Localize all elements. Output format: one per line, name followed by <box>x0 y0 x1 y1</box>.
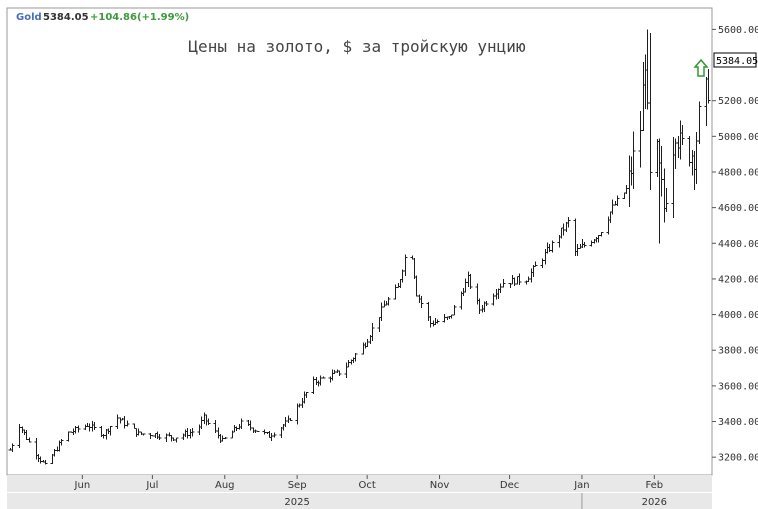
y-tick-label: 3400.00 <box>718 417 758 428</box>
ohlc-bar <box>353 353 358 362</box>
month-label: Dec <box>500 480 519 491</box>
legend-change: +104.86(+1.99%) <box>90 12 189 23</box>
ohlc-bar <box>370 323 375 341</box>
ohlc-bar <box>566 217 571 228</box>
y-tick-label: 3200.00 <box>718 453 758 464</box>
month-label: Aug <box>215 480 235 491</box>
ohlc-bar <box>239 418 244 429</box>
y-tick-label: 5000.00 <box>718 132 758 143</box>
ohlc-bar <box>108 425 113 436</box>
month-label: Sep <box>288 480 307 491</box>
ohlc-bar <box>125 420 130 427</box>
ohlc-bar <box>43 460 48 465</box>
ohlc-bar <box>550 240 555 253</box>
ohlc-bar <box>304 391 309 398</box>
y-tick-label: 3600.00 <box>718 381 758 392</box>
year-band <box>7 493 712 509</box>
ohlc-bar <box>223 437 228 440</box>
year-label: 2025 <box>284 497 309 508</box>
ohlc-bar <box>599 231 604 237</box>
ohlc-bar <box>435 319 440 324</box>
ohlc-bar <box>255 430 260 433</box>
ohlc-bar <box>533 261 538 267</box>
ohlc-bar <box>337 370 342 376</box>
month-band <box>7 475 712 492</box>
legend-price: 5384.05 <box>43 12 89 23</box>
ohlc-bar <box>501 278 506 288</box>
ohlc-bar <box>206 418 211 426</box>
ohlc-bar <box>419 296 424 309</box>
ohlc-bar <box>631 131 636 190</box>
month-label: Jun <box>74 480 91 491</box>
ohlc-bar <box>706 69 711 104</box>
month-label: Oct <box>359 480 376 491</box>
y-tick-label: 4600.00 <box>718 203 758 214</box>
ohlc-bar <box>27 437 32 443</box>
month-label: Feb <box>645 480 663 491</box>
last-value-box <box>713 52 757 68</box>
ohlc-bar <box>615 195 620 207</box>
ohlc-bar <box>190 428 195 437</box>
ohlc-bar <box>141 433 146 436</box>
ohlc-bar <box>582 242 587 248</box>
y-tick-label: 4000.00 <box>718 310 758 321</box>
ohlc-bar <box>403 254 408 277</box>
y-tick-label: 3800.00 <box>718 346 758 357</box>
legend-symbol: Gold <box>16 12 42 23</box>
month-label: Jul <box>145 480 158 491</box>
ohlc-bar <box>10 443 15 453</box>
ohlc-bar <box>386 296 391 306</box>
y-tick-label: 5200.00 <box>718 96 758 107</box>
ohlc-bar <box>157 433 162 440</box>
ohlc-bars <box>8 29 711 465</box>
y-tick-label: 4200.00 <box>718 274 758 285</box>
ohlc-bar <box>92 422 97 430</box>
y-axis: 3200.00 3400.00 3600.00 3800.00 4000.00 4200.… <box>712 25 758 464</box>
ohlc-bar <box>76 425 81 433</box>
ohlc-bar <box>664 188 669 212</box>
last-value-label: 5384.05 <box>716 56 758 67</box>
plot-area <box>6 7 713 476</box>
last-value-marker: 5384.05 <box>693 52 758 77</box>
ohlc-bar <box>174 437 179 443</box>
chart-title: Цены на золото, $ за тройскую унцию <box>188 37 526 56</box>
legend: Gold 5384.05 +104.86(+1.99%) <box>16 12 189 23</box>
y-tick-label: 4800.00 <box>718 167 758 178</box>
month-label: Jan <box>573 480 589 491</box>
ohlc-bar <box>517 273 522 286</box>
ohlc-bar <box>697 101 702 145</box>
year-label: 2026 <box>642 497 667 508</box>
month-label: Nov <box>430 480 450 491</box>
ohlc-bar <box>272 432 277 438</box>
ohlc-bar <box>321 376 326 379</box>
ohlc-bar <box>288 417 293 422</box>
ohlc-bar <box>59 438 64 446</box>
y-tick-label: 5600.00 <box>718 25 758 36</box>
ohlc-bar <box>680 125 685 146</box>
up-arrow-icon <box>693 58 709 77</box>
ohlc-bar <box>468 273 473 289</box>
ohlc-bar <box>484 300 489 307</box>
y-tick-label: 4400.00 <box>718 239 758 250</box>
ohlc-bar <box>452 305 457 316</box>
x-axis: Jun Jul Aug Sep Oct Nov Dec Jan Feb 2025 2026 <box>7 475 712 509</box>
